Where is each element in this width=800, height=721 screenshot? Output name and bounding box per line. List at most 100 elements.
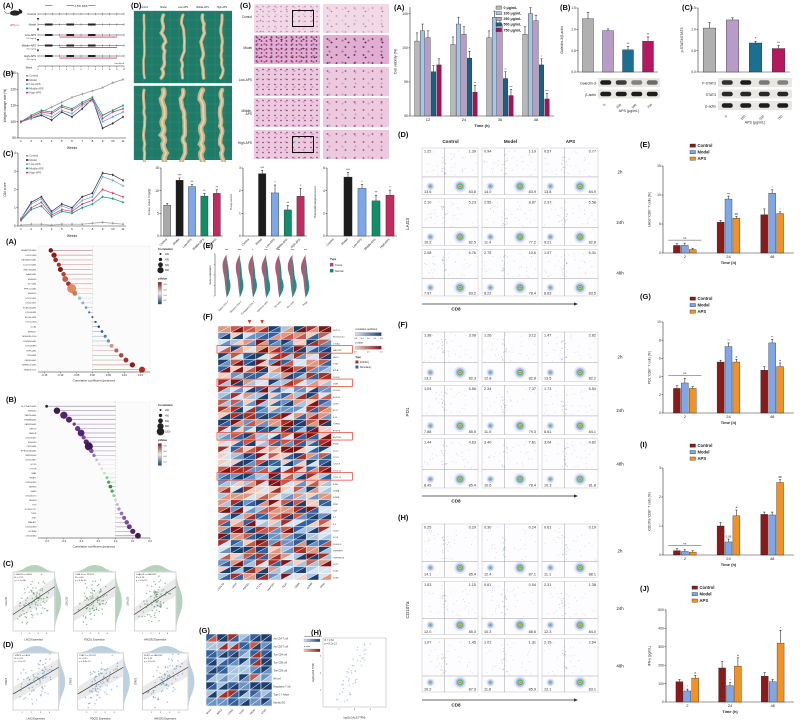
lane-label: 250 xyxy=(615,103,622,110)
quadrant-ll: 12.8 xyxy=(484,377,491,381)
sig-mark: # xyxy=(737,653,739,657)
gene-label: ZBED5-AS1 xyxy=(25,414,38,417)
panel-label-g1: (G) xyxy=(240,1,251,10)
gene-label: OIP5-AS1 xyxy=(27,445,38,448)
quadrant-ll: 13.5 xyxy=(544,377,551,381)
quadrant-ul: 2.31 xyxy=(544,583,551,587)
x-tick: 2 xyxy=(29,633,31,635)
tri-row-label: Tem CD8 cell xyxy=(274,671,288,673)
colon-column-label: Low-APS xyxy=(178,6,188,9)
legend-item: Control xyxy=(698,443,713,448)
x-axis-label: PDCD1 Expression xyxy=(84,639,105,642)
galectin-chart: 0.0 0.5 1.0 1.5 ** ** Galectin-3/β-actin Galect… xyxy=(560,6,660,113)
x-axis-label: Time (h) xyxy=(722,709,738,714)
legend-color-tick: 0.2 xyxy=(164,462,168,464)
legend-size-label: 600 xyxy=(165,420,170,423)
gene-label: LINC00657 xyxy=(25,437,37,439)
heatmap-gene-label: CTLA4 xyxy=(333,342,341,345)
legend-tick: -0.4 xyxy=(360,338,363,340)
label: 1 xyxy=(659,524,661,528)
flow-column-header: APS xyxy=(566,139,575,144)
quadrant-lr: 82.8 xyxy=(529,377,536,381)
y-axis-label: LAG3⁺CD8⁺ T cells (%) xyxy=(648,192,652,227)
legend-item: APS xyxy=(698,456,707,461)
histology-image-zoom xyxy=(323,35,389,65)
label: 110 xyxy=(11,104,16,108)
sig-mark: *** xyxy=(727,192,731,196)
x-tick: 9 xyxy=(102,227,104,231)
sig-mark: ** xyxy=(375,191,378,195)
legend-item: 100 μg/mL xyxy=(504,12,523,16)
stats-line: R = 0.33 xyxy=(79,658,88,660)
lane-label: 500 xyxy=(758,114,765,121)
label: 5 xyxy=(157,212,159,216)
heatmap-gene-label: IDO1 xyxy=(333,410,339,412)
y-axis-label: PD1⁺CD8⁺ T cells (%) xyxy=(648,351,652,384)
gene-label: CERS6-AS1 xyxy=(24,359,37,362)
legend-item: Control xyxy=(29,74,38,78)
quadrant-lr: 83.9 xyxy=(529,190,536,194)
quadrant-ul: 1.04 xyxy=(424,387,431,391)
colon-column-label: Control xyxy=(140,6,148,9)
legend-size-label: 1200 xyxy=(165,431,171,434)
week-tick: 11 xyxy=(116,69,119,70)
x-tick: 3 xyxy=(169,712,171,714)
x-tick: 2 xyxy=(31,712,33,714)
ns-mark: ns xyxy=(683,541,687,545)
panel-histology: Control Model Low-APS Middle-APS High-APS xyxy=(238,2,390,160)
label: 0 xyxy=(659,251,661,255)
tri-row-label: Regulatory T cell xyxy=(274,686,292,689)
tri-row-label: Tcm CD8 cell xyxy=(274,663,288,665)
quadrant-ul: 1.38 xyxy=(424,334,431,338)
quadrant-lr: 87.1 xyxy=(529,573,536,577)
quadrant-ur: 10.6 xyxy=(529,251,536,255)
week-tick: 7 xyxy=(88,69,90,70)
legend-color-tick: 0.4 xyxy=(164,295,168,297)
x-tick: 5 xyxy=(61,139,63,143)
panel-flow-lag3: Control Model APS 1.22 1.39 13.6 83.8 0.94 1.19 1… xyxy=(398,134,640,322)
quadrant-ll: 8.49 xyxy=(424,483,431,487)
blot-band-label: P-STAT3 xyxy=(702,81,716,85)
histology-row-label: Control xyxy=(241,15,252,19)
histology-image-zoom xyxy=(323,66,389,96)
gene-label: PSMB8-AS1 xyxy=(24,418,37,421)
gene-label: SNHG29 xyxy=(28,442,38,444)
panel-pstat: 0.0 0.5 1.0 1.5 * ** p-STAT3/STAT3 P-STAT3 STAT3… xyxy=(678,2,798,162)
label: 10 xyxy=(657,193,661,197)
x-tick: 7 xyxy=(81,227,83,231)
legend-p-title: p value xyxy=(304,646,310,648)
label: 90 xyxy=(12,136,16,140)
legend-item: Low-APS xyxy=(29,82,40,86)
sig-mark: # xyxy=(736,355,738,359)
panel-lollipop-a: ADAMTS9-AS2 LINC01094 CACNA1G-AS1 CCDC18-AS… xyxy=(4,240,202,394)
group-label: 36 xyxy=(498,117,503,122)
lane-label: 750 xyxy=(777,114,784,121)
x-tick: 9 xyxy=(102,139,104,143)
x-tick: 6 xyxy=(71,227,73,231)
sig-mark: *** xyxy=(509,85,513,89)
group-name: Control xyxy=(27,12,36,16)
panel-label-h4: (H) xyxy=(311,628,322,637)
x-axis-label: Correlation coefficient (pearson) xyxy=(73,379,116,383)
y-axis-label: IFN-γ (pg/mL) xyxy=(648,646,652,666)
sig-mark: * xyxy=(780,626,782,630)
gene-label: PRKCQ-AS1 xyxy=(24,287,37,290)
label: 2 xyxy=(239,189,241,193)
sig-mark: * xyxy=(780,207,782,211)
gene-label: SLC25A25-AS1 xyxy=(21,405,37,408)
category-label: High-APS xyxy=(289,237,301,249)
label: 105 xyxy=(402,12,408,16)
y-axis-label: Galectin-3/β-actin xyxy=(560,26,564,54)
category-label: Control xyxy=(241,237,251,247)
gene-label: MIR155HG xyxy=(26,455,37,457)
flow-lag3: Control Model APS 1.22 1.39 13.6 83.8 0.94 1.19 1… xyxy=(405,139,624,312)
heatmap-gene-label: CCL2 xyxy=(333,450,339,452)
label: 10 xyxy=(657,320,661,324)
gene-label: MYLK-AS1 xyxy=(26,297,38,300)
quadrant-ll: 11.4 xyxy=(484,241,491,245)
sig-mark: * xyxy=(361,180,363,184)
x-tick: 8 xyxy=(92,139,94,143)
label: 1.0 xyxy=(571,28,576,32)
legend-type-item: Stimulatory xyxy=(360,366,372,369)
